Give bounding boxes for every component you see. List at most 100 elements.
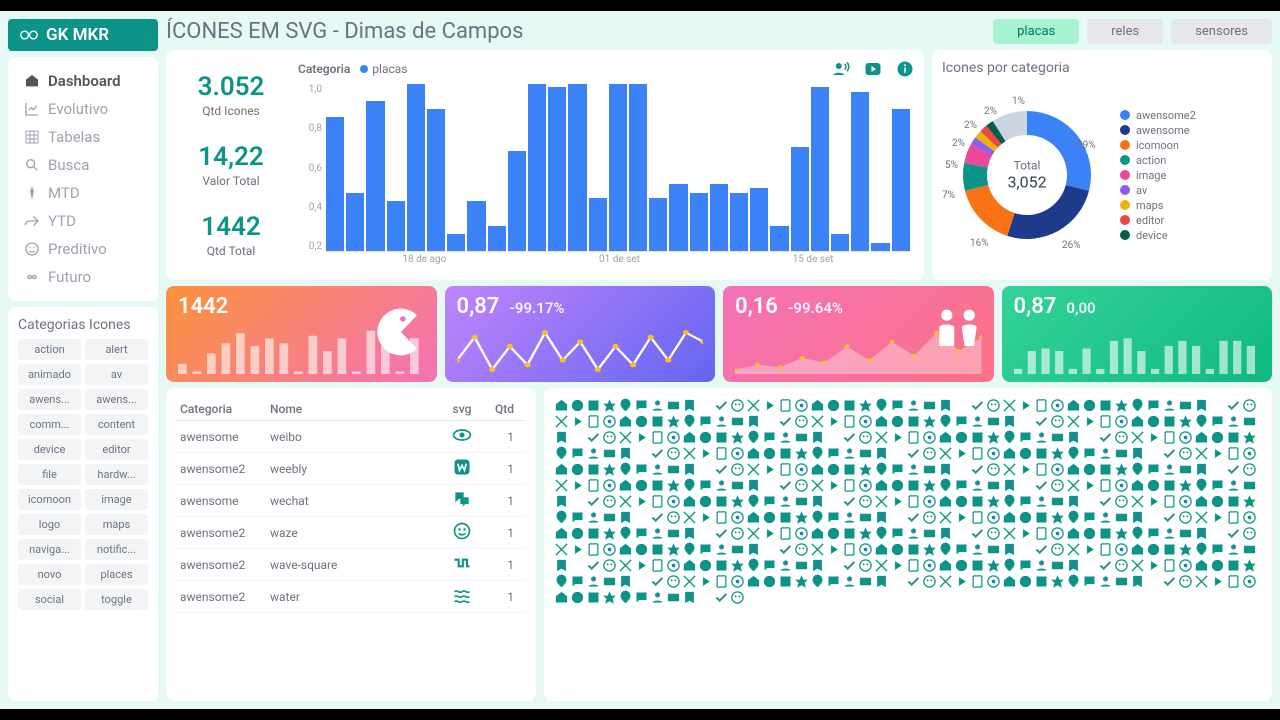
grid-icon[interactable] <box>730 398 745 413</box>
grid-icon[interactable] <box>890 510 905 525</box>
grid-icon[interactable] <box>1098 574 1113 589</box>
grid-icon[interactable] <box>714 526 729 541</box>
grid-icon[interactable] <box>650 494 665 509</box>
grid-icon[interactable] <box>570 526 585 541</box>
grid-icon[interactable] <box>1226 510 1241 525</box>
grid-icon[interactable] <box>1178 462 1193 477</box>
grid-icon[interactable] <box>1130 526 1145 541</box>
grid-icon[interactable] <box>1178 478 1193 493</box>
grid-icon[interactable] <box>1098 558 1113 573</box>
grid-icon[interactable] <box>906 510 921 525</box>
grid-icon[interactable] <box>650 446 665 461</box>
grid-icon[interactable] <box>1242 414 1257 429</box>
info-icon[interactable] <box>896 60 914 78</box>
grid-icon[interactable] <box>970 398 985 413</box>
grid-icon[interactable] <box>1098 510 1113 525</box>
grid-icon[interactable] <box>1130 478 1145 493</box>
grid-icon[interactable] <box>858 526 873 541</box>
grid-icon[interactable] <box>858 430 873 445</box>
grid-icon[interactable] <box>746 414 761 429</box>
grid-icon[interactable] <box>746 430 761 445</box>
grid-icon[interactable] <box>666 478 681 493</box>
grid-icon[interactable] <box>922 542 937 557</box>
grid-icon[interactable] <box>890 430 905 445</box>
grid-icon[interactable] <box>842 478 857 493</box>
grid-icon[interactable] <box>826 558 841 573</box>
grid-icon[interactable] <box>858 462 873 477</box>
grid-icon[interactable] <box>1130 414 1145 429</box>
grid-icon[interactable] <box>810 398 825 413</box>
grid-icon[interactable] <box>570 398 585 413</box>
grid-icon[interactable] <box>1018 430 1033 445</box>
grid-icon[interactable] <box>1002 494 1017 509</box>
grid-icon[interactable] <box>890 558 905 573</box>
grid-icon[interactable] <box>746 510 761 525</box>
grid-icon[interactable] <box>842 574 857 589</box>
grid-icon[interactable] <box>666 526 681 541</box>
grid-icon[interactable] <box>986 478 1001 493</box>
grid-icon[interactable] <box>1210 414 1225 429</box>
legend-item[interactable]: device <box>1120 229 1262 242</box>
grid-icon[interactable] <box>1242 478 1257 493</box>
nav-item-dashboard[interactable]: Dashboard <box>18 67 148 95</box>
grid-icon[interactable] <box>698 398 713 413</box>
category-chip[interactable]: av <box>85 364 148 385</box>
grid-icon[interactable] <box>730 478 745 493</box>
col-qtd[interactable]: Qtd <box>482 402 522 416</box>
grid-icon[interactable] <box>1066 574 1081 589</box>
grid-icon[interactable] <box>858 478 873 493</box>
grid-icon[interactable] <box>938 494 953 509</box>
grid-icon[interactable] <box>1082 414 1097 429</box>
grid-icon[interactable] <box>794 478 809 493</box>
grid-icon[interactable] <box>954 478 969 493</box>
grid-icon[interactable] <box>698 542 713 557</box>
tab-placas[interactable]: placas <box>993 19 1079 44</box>
grid-icon[interactable] <box>618 510 633 525</box>
grid-icon[interactable] <box>906 430 921 445</box>
grid-icon[interactable] <box>1018 478 1033 493</box>
grid-icon[interactable] <box>1002 558 1017 573</box>
grid-icon[interactable] <box>698 462 713 477</box>
grid-icon[interactable] <box>810 558 825 573</box>
grid-icon[interactable] <box>938 510 953 525</box>
grid-icon[interactable] <box>1082 430 1097 445</box>
grid-icon[interactable] <box>922 414 937 429</box>
grid-icon[interactable] <box>1018 542 1033 557</box>
grid-icon[interactable] <box>874 574 889 589</box>
grid-icon[interactable] <box>986 526 1001 541</box>
grid-icon[interactable] <box>586 446 601 461</box>
category-chip[interactable]: action <box>18 339 81 360</box>
grid-icon[interactable] <box>1098 542 1113 557</box>
nav-item-futuro[interactable]: Futuro <box>18 263 148 291</box>
grid-icon[interactable] <box>554 478 569 493</box>
grid-icon[interactable] <box>810 574 825 589</box>
grid-icon[interactable] <box>1002 462 1017 477</box>
grid-icon[interactable] <box>714 558 729 573</box>
grid-icon[interactable] <box>1050 462 1065 477</box>
grid-icon[interactable] <box>650 398 665 413</box>
grid-icon[interactable] <box>634 494 649 509</box>
grid-icon[interactable] <box>698 414 713 429</box>
grid-icon[interactable] <box>1018 510 1033 525</box>
grid-icon[interactable] <box>842 526 857 541</box>
grid-icon[interactable] <box>634 590 649 605</box>
legend-item[interactable]: maps <box>1120 199 1262 212</box>
grid-icon[interactable] <box>1210 558 1225 573</box>
grid-icon[interactable] <box>634 430 649 445</box>
grid-icon[interactable] <box>1210 494 1225 509</box>
grid-icon[interactable] <box>874 462 889 477</box>
grid-icon[interactable] <box>714 510 729 525</box>
grid-icon[interactable] <box>1146 574 1161 589</box>
grid-icon[interactable] <box>794 446 809 461</box>
grid-icon[interactable] <box>826 462 841 477</box>
grid-icon[interactable] <box>746 398 761 413</box>
category-chip[interactable]: icomoon <box>18 489 81 510</box>
grid-icon[interactable] <box>666 510 681 525</box>
grid-icon[interactable] <box>554 430 569 445</box>
category-chip[interactable]: comm... <box>18 414 81 435</box>
grid-icon[interactable] <box>682 446 697 461</box>
grid-icon[interactable] <box>1178 510 1193 525</box>
grid-icon[interactable] <box>730 542 745 557</box>
grid-icon[interactable] <box>890 542 905 557</box>
grid-icon[interactable] <box>1114 478 1129 493</box>
